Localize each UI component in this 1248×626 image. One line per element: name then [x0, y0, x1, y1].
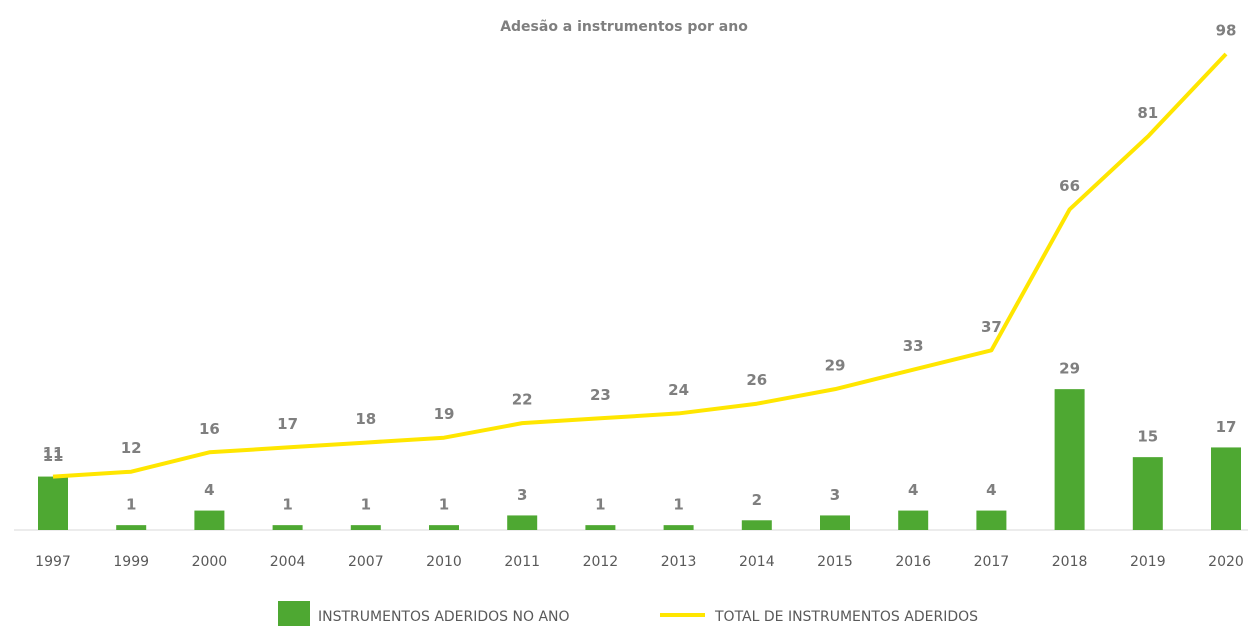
bar-label: 11: [43, 447, 64, 465]
bar: [663, 525, 694, 530]
line-label: 17: [277, 415, 298, 433]
bar-label: 3: [517, 486, 527, 504]
bar-label: 1: [282, 496, 292, 514]
bar: [429, 525, 459, 530]
chart-title: Adesão a instrumentos por ano: [500, 19, 748, 35]
line-label: 29: [825, 357, 846, 375]
x-tick-label: 2012: [583, 554, 619, 570]
x-tick-label: 2000: [192, 554, 228, 570]
line-label: 33: [903, 337, 924, 355]
line-label: 81: [1137, 104, 1158, 122]
bar-label: 15: [1137, 428, 1158, 446]
bar: [1132, 457, 1163, 530]
bar-label: 4: [204, 481, 214, 499]
x-tick-label: 1997: [35, 554, 71, 570]
legend-label: TOTAL DE INSTRUMENTOS ADERIDOS: [714, 609, 978, 625]
bar: [741, 520, 772, 530]
bar: [1211, 447, 1241, 530]
bar-label: 3: [830, 486, 840, 504]
bar-label: 2: [752, 491, 762, 509]
bar: [898, 510, 929, 530]
x-tick-label: 2019: [1130, 554, 1166, 570]
bar-label: 1: [595, 496, 605, 514]
x-tick-label: 2018: [1052, 554, 1088, 570]
x-tick-label: 2016: [895, 554, 931, 570]
line-label: 12: [121, 439, 142, 457]
x-tick-label: 2011: [504, 554, 540, 570]
bar-label: 17: [1216, 418, 1237, 436]
bar: [820, 515, 850, 530]
bar: [350, 525, 381, 530]
line-label: 66: [1059, 177, 1080, 195]
x-tick-label: 2004: [270, 554, 306, 570]
x-tick-label: 2013: [661, 554, 697, 570]
bar: [1054, 389, 1085, 530]
line-label: 18: [355, 410, 376, 428]
bar: [194, 510, 225, 530]
line-label: 98: [1216, 22, 1237, 40]
bar-label: 4: [908, 481, 918, 499]
bar-label: 1: [673, 496, 683, 514]
bar: [507, 515, 538, 530]
bar: [976, 510, 1007, 530]
x-tick-label: 2017: [974, 554, 1010, 570]
x-tick-label: 2007: [348, 554, 384, 570]
bar-label: 1: [439, 496, 449, 514]
bar-label: 29: [1059, 360, 1080, 378]
line-label: 37: [981, 318, 1002, 336]
bar-label: 1: [361, 496, 371, 514]
line-label: 11: [43, 444, 64, 462]
legend-label: INSTRUMENTOS ADERIDOS NO ANO: [318, 609, 570, 625]
bar: [38, 476, 68, 530]
bar: [116, 525, 147, 530]
x-tick-label: 2014: [739, 554, 775, 570]
bar: [272, 525, 303, 530]
line-label: 23: [590, 386, 611, 404]
legend-swatch: [278, 601, 310, 626]
line-label: 19: [434, 405, 455, 423]
line-label: 16: [199, 420, 220, 438]
line-label: 26: [746, 371, 767, 389]
x-tick-label: 2015: [817, 554, 853, 570]
x-tick-label: 2020: [1208, 554, 1244, 570]
x-tick-label: 2010: [426, 554, 462, 570]
line: [52, 52, 1228, 479]
bar-label: 1: [126, 496, 136, 514]
bar: [585, 525, 616, 530]
line-label: 24: [668, 381, 689, 399]
line-label: 22: [512, 391, 533, 409]
bar-label: 4: [986, 481, 996, 499]
x-tick-label: 1999: [113, 554, 149, 570]
